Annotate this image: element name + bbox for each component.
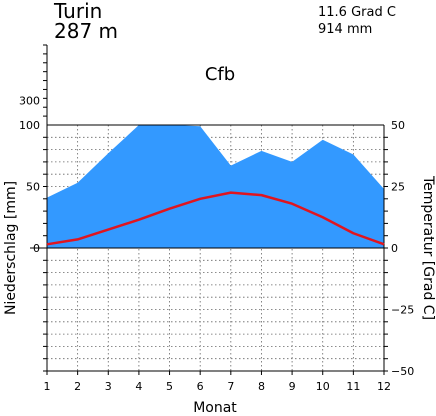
x-tick-labels: 1 2 3 4 5 6 7 8 9 10 11 12	[44, 380, 392, 393]
temp-tick-label: −50	[391, 365, 414, 378]
precipitation-area	[47, 124, 384, 248]
temperature-line	[46, 191, 385, 246]
station-elevation: 287 m	[54, 19, 119, 43]
temp-tick-label: −25	[391, 304, 414, 317]
x-axis-label: Monat	[193, 400, 237, 416]
x-tick-label: 9	[289, 380, 296, 393]
temp-tick-label: 25	[391, 181, 405, 194]
precip-tick-label: 50	[26, 181, 40, 194]
x-tick-label: 7	[227, 380, 234, 393]
x-tick-label: 3	[105, 380, 112, 393]
station-name: Turin	[54, 0, 103, 23]
y-axis-label-left: Niederschlag [mm]	[3, 181, 19, 315]
precip-tick-label: 300	[19, 94, 40, 107]
x-tick-label: 6	[197, 380, 204, 393]
x-tick-label: 1	[44, 380, 51, 393]
annual-precipitation: 914 mm	[318, 22, 373, 37]
x-tick-label: 12	[377, 380, 391, 393]
temp-tick-label: 0	[391, 242, 398, 255]
temperature-tick-labels: 50 25 0 −25 −50	[391, 119, 414, 378]
precip-tick-label: 100	[19, 119, 40, 132]
precip-zero-label: 0	[33, 242, 40, 255]
x-tick-label: 10	[316, 380, 330, 393]
axes	[30, 44, 388, 375]
y-axis-label-right: Temperatur [Grad C]	[420, 175, 436, 320]
x-tick-label: 2	[74, 380, 81, 393]
x-tick-label: 4	[135, 380, 142, 393]
x-tick-label: 5	[166, 380, 173, 393]
mean-temperature: 11.6 Grad C	[318, 5, 396, 20]
temp-tick-label: 50	[391, 119, 405, 132]
x-tick-label: 11	[346, 380, 360, 393]
x-tick-label: 8	[258, 380, 265, 393]
precipitation-tick-labels: 50 100 300 0	[19, 94, 40, 255]
climate-class-label: Cfb	[205, 64, 235, 85]
